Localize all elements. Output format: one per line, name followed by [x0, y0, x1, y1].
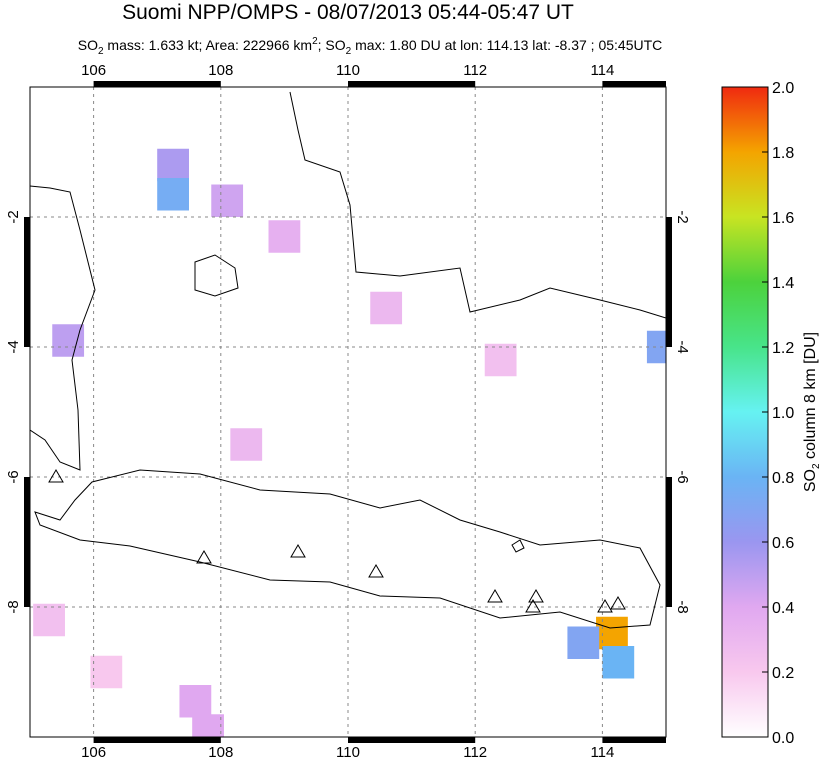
so2-cell [646, 330, 666, 364]
colorbar-tick-label: 0.2 [772, 665, 794, 682]
frame-bar [348, 737, 476, 743]
so2-cell [192, 714, 224, 737]
colorbar-tick-label: 0.0 [772, 730, 794, 747]
script-text: 2 [312, 36, 318, 47]
script-text: 2 [98, 46, 104, 57]
colorbar-tick-label: 0.8 [772, 470, 794, 487]
x-tick-label: 106 [81, 62, 106, 79]
colorbar-tick-label: 1.6 [772, 210, 794, 227]
x-tick-label: 108 [208, 744, 233, 759]
so2-cell [602, 646, 635, 679]
so2-cell [179, 685, 212, 718]
frame-bar [93, 737, 221, 743]
colorbar-tick-label: 1.0 [772, 405, 794, 422]
colorbar-tick-label: 1.2 [772, 340, 794, 357]
x-tick-label: 106 [81, 744, 106, 759]
text-part: SO [78, 37, 98, 53]
so2-cell [33, 603, 65, 637]
text-part: max: 1.80 DU at lon: 114.13 lat: -8.37 ;… [351, 37, 662, 53]
frame-bar [666, 477, 672, 607]
y-tick-label: -8 [5, 600, 22, 613]
y-tick-label: -6 [5, 470, 22, 483]
y-tick-label: -2 [5, 210, 22, 223]
colorbar-tick-label: 1.8 [772, 145, 794, 162]
frame-bar [93, 81, 221, 87]
colorbar [721, 86, 769, 738]
x-tick-label: 110 [336, 62, 360, 79]
text-part: ; SO [318, 37, 346, 53]
x-tick-label: 114 [590, 744, 614, 759]
x-tick-label: 110 [336, 744, 360, 759]
so2-cell [52, 324, 85, 357]
coastlines [30, 91, 666, 629]
so2-cell [90, 655, 123, 689]
text-part: column 8 km [DU] [802, 332, 819, 464]
colorbar-tick-label: 0.4 [772, 600, 794, 617]
title: Suomi NPP/OMPS - 08/07/2013 05:44-05:47 … [122, 1, 574, 24]
y-tick-label: -4 [674, 340, 691, 353]
so2-cell [268, 220, 301, 253]
so2-cell [211, 184, 244, 217]
colorbar-tick-label: 2.0 [772, 80, 794, 97]
frame-bar [24, 477, 30, 607]
volcano-markers [48, 469, 626, 613]
text-part: SO [802, 469, 819, 492]
frame-bar [602, 737, 666, 743]
x-tick-label: 112 [463, 744, 487, 759]
x-tick-label: 114 [590, 62, 614, 79]
colorbar-tick-label: 0.6 [772, 535, 794, 552]
so2-cell [157, 148, 189, 182]
y-tick-label: -2 [674, 210, 691, 223]
frame-bar [666, 217, 672, 347]
script-text: 2 [811, 463, 822, 469]
text-part: mass: 1.633 kt; Area: 222966 km [104, 37, 313, 53]
x-tick-label: 112 [463, 62, 487, 79]
so2-cell [567, 626, 600, 659]
frame-bar [348, 81, 476, 87]
so2-cell [230, 428, 263, 461]
colorbar-label: SO2 column 8 km [DU] [802, 332, 822, 492]
y-tick-label: -4 [5, 340, 22, 353]
frame-bar [24, 217, 30, 347]
so2-cell [484, 343, 517, 377]
so2-cell [370, 291, 403, 325]
colorbar-tick-label: 1.4 [772, 275, 794, 292]
subtitle: SO2 mass: 1.633 kt; Area: 222966 km2; SO… [78, 36, 663, 57]
y-tick-label: -8 [674, 600, 691, 613]
y-tick-label: -6 [674, 470, 691, 483]
frame-bar [602, 81, 666, 87]
script-text: 2 [346, 46, 352, 57]
so2-cell [157, 178, 189, 211]
x-tick-label: 108 [208, 62, 233, 79]
so2-cell [596, 616, 628, 650]
